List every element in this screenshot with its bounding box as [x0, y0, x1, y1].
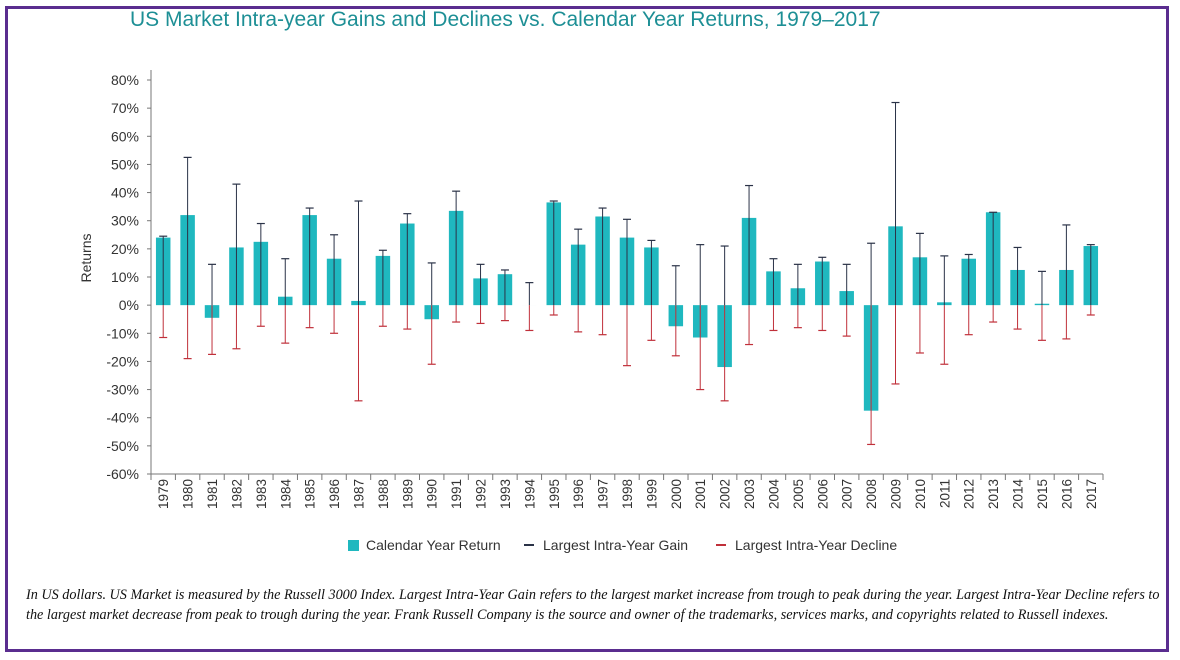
x-tick-label: 2006: [815, 479, 830, 509]
x-tick-label: 1982: [229, 479, 244, 509]
x-tick-label: 2007: [840, 479, 855, 509]
x-tick-label: 1985: [303, 479, 318, 509]
x-tick-label: 1998: [620, 479, 635, 509]
y-tick-label: 40%: [111, 185, 139, 201]
whiskers-largest-gain: [159, 101, 1095, 306]
legend-item-calendar-year-return: Calendar Year Return: [348, 537, 501, 553]
x-tick-label: 1988: [376, 479, 391, 509]
x-tick-label: 2016: [1059, 479, 1074, 509]
x-tick-label: 2000: [669, 479, 684, 509]
y-tick-label: 60%: [111, 128, 139, 144]
x-tick-label: 1995: [547, 479, 562, 509]
x-tick-label: 2009: [889, 479, 904, 509]
x-tick-label: 2011: [937, 479, 952, 508]
x-tick-label: 2003: [742, 479, 757, 509]
x-tick-label: 1986: [327, 479, 342, 509]
x-tick-label: 1984: [278, 479, 293, 510]
x-tick-label: 1999: [644, 479, 659, 509]
x-axis: 1979 1980 1981 1982 1983 1984 1985 1986 1987 1988…: [150, 473, 1104, 510]
x-tick-label: 1979: [156, 479, 171, 509]
y-tick-label: 80%: [111, 72, 139, 88]
x-tick-label: 1991: [449, 479, 464, 509]
y-tick-label: 30%: [111, 213, 139, 229]
y-tick-label: 0%: [119, 297, 139, 313]
x-tick-label: 1987: [351, 479, 366, 509]
y-axis-label: Returns: [78, 233, 94, 282]
legend-item-largest-gain: Largest Intra-Year Gain: [524, 537, 688, 553]
x-tick-label: 1989: [400, 479, 415, 509]
y-tick-label: 20%: [111, 241, 139, 257]
x-tick-label: 1992: [474, 479, 489, 509]
chart-frame: [5, 6, 1169, 652]
x-tick-label: 1996: [571, 479, 586, 509]
whiskers-largest-decline: [159, 305, 1095, 446]
y-tick-label: 50%: [111, 156, 139, 172]
chart-footnote: In US dollars. US Market is measured by …: [26, 587, 1160, 623]
x-tick-label: 2015: [1035, 479, 1050, 509]
y-tick-label: -40%: [106, 410, 139, 426]
legend-item-largest-decline: Largest Intra-Year Decline: [716, 537, 897, 553]
x-tick-label: 2001: [693, 479, 708, 509]
legend-line-decline: [716, 544, 726, 546]
x-tick-label: 1990: [425, 479, 440, 509]
x-tick-label: 1993: [498, 479, 513, 509]
x-tick-label: 1980: [181, 479, 196, 509]
chart-plot: 80% 70% 60% 50% 40% 30% 20% 10% 0% -10% -20% -30% -4…: [78, 70, 1104, 510]
legend-swatch-bar: [348, 539, 359, 551]
x-tick-label: 1994: [522, 479, 537, 510]
y-tick-label: -20%: [106, 353, 139, 369]
x-tick-label: 1997: [596, 479, 611, 509]
x-tick-label: 1983: [254, 479, 269, 509]
y-tick-label: 70%: [111, 100, 139, 116]
x-tick-label: 2014: [1011, 479, 1026, 510]
x-tick-label: 1981: [205, 479, 220, 509]
x-tick-label: 2012: [962, 479, 977, 509]
legend-line-gain: [524, 544, 534, 546]
y-tick-label: -50%: [106, 438, 139, 454]
x-tick-label: 2004: [766, 479, 781, 510]
x-tick-label: 2005: [791, 479, 806, 509]
x-tick-label: 2010: [913, 479, 928, 509]
legend-label: Calendar Year Return: [366, 537, 501, 553]
legend-label: Largest Intra-Year Decline: [735, 537, 898, 553]
x-tick-label: 2002: [718, 479, 733, 509]
y-axis: 80% 70% 60% 50% 40% 30% 20% 10% 0% -10% -20% -30% -4…: [106, 70, 152, 482]
chart-title: US Market Intra-year Gains and Declines …: [130, 8, 881, 31]
chart-legend: Calendar Year Return Largest Intra-Year …: [0, 537, 1180, 561]
x-tick-label: 2008: [864, 479, 879, 509]
y-tick-label: -10%: [106, 325, 139, 341]
legend-label: Largest Intra-Year Gain: [543, 537, 689, 553]
x-tick-label: 2017: [1084, 479, 1099, 509]
x-tick-label: 2013: [986, 479, 1001, 509]
y-tick-label: -30%: [106, 382, 139, 398]
y-tick-label: -60%: [106, 466, 139, 482]
y-tick-label: 10%: [111, 269, 139, 285]
